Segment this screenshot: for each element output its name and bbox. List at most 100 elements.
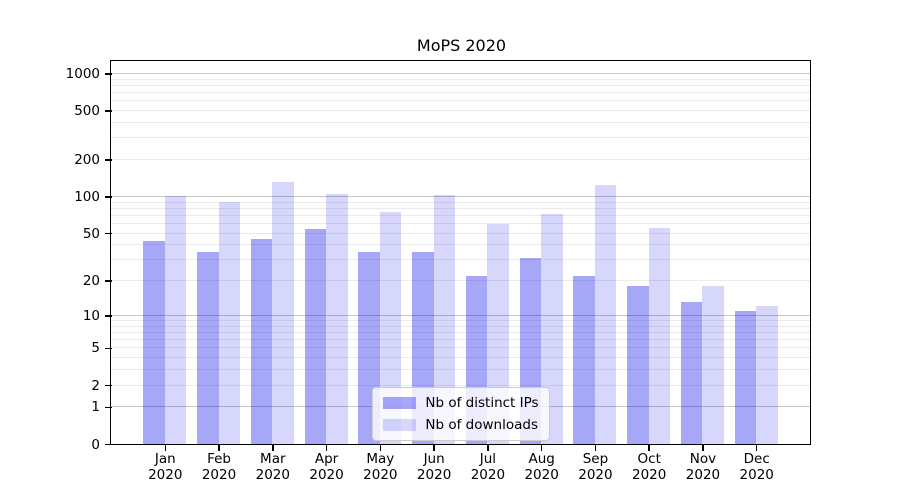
bar-distinct-ips [734, 310, 757, 444]
minor-gridline [111, 201, 810, 203]
y-tick-label: 1000 [65, 65, 100, 82]
minor-gridline [111, 259, 810, 261]
minor-gridline [111, 222, 810, 224]
bar-downloads [164, 196, 187, 444]
y-tick-label: 100 [74, 188, 100, 205]
x-tick-mark [325, 445, 328, 451]
bar-distinct-ips [250, 238, 273, 444]
x-tick-label: May 2020 [363, 451, 398, 483]
minor-gridline [111, 78, 810, 80]
bar-downloads [594, 185, 617, 444]
bar-distinct-ips [143, 241, 165, 444]
y-tick-label: 50 [82, 225, 100, 242]
bar-downloads [272, 182, 294, 444]
minor-gridline [111, 100, 810, 102]
y-tick-mark [104, 196, 112, 198]
x-tick-mark [540, 445, 543, 451]
bar-downloads [379, 211, 402, 444]
legend-label-distinct-ips: Nb of distinct IPs [425, 395, 539, 411]
bar-downloads [756, 306, 778, 444]
bar-distinct-ips [197, 251, 219, 444]
plot-area: Nb of distinct IPs Nb of downloads [110, 60, 811, 445]
x-tick-label: Sep 2020 [578, 451, 613, 483]
minor-gridline [111, 244, 810, 246]
bar-downloads [648, 228, 671, 444]
y-tick-label: 10 [82, 307, 100, 324]
minor-gridline [111, 339, 810, 341]
x-tick-label: Jan 2020 [148, 451, 183, 483]
major-gridline [111, 72, 810, 74]
legend-label-downloads: Nb of downloads [425, 417, 538, 433]
y-tick-mark [104, 347, 112, 350]
minor-gridline [111, 384, 810, 386]
y-tick-label: 0 [91, 436, 100, 453]
x-tick-mark [594, 445, 597, 451]
x-tick-mark [433, 445, 435, 451]
bar-distinct-ips [627, 286, 649, 444]
x-tick-mark [487, 445, 489, 451]
bar-downloads [218, 202, 241, 444]
y-tick-mark [104, 159, 112, 161]
minor-gridline [111, 121, 810, 123]
x-tick-label: Aug 2020 [524, 451, 559, 483]
y-tick-label: 5 [91, 340, 100, 357]
minor-gridline [111, 214, 810, 216]
legend-entry-distinct-ips: Nb of distinct IPs [382, 395, 539, 411]
bar-downloads [326, 193, 348, 444]
y-tick-mark [104, 406, 112, 409]
x-tick-mark [379, 445, 382, 451]
x-tick-label: Feb 2020 [201, 451, 237, 483]
x-tick-label: Jul 2020 [470, 451, 506, 483]
legend-entry-downloads: Nb of downloads [382, 417, 538, 433]
bar-downloads [433, 194, 456, 444]
y-tick-mark [104, 280, 112, 282]
chart-title: MoPS 2020 [416, 36, 507, 55]
bar-downloads [541, 213, 563, 444]
minor-gridline [111, 325, 810, 327]
minor-gridline [111, 347, 810, 349]
x-tick-mark [755, 445, 758, 451]
y-tick-mark [104, 232, 112, 235]
minor-gridline [111, 369, 810, 371]
x-tick-mark [702, 445, 704, 451]
minor-gridline [111, 357, 810, 359]
minor-gridline [111, 159, 810, 160]
y-tick-label: 20 [82, 273, 100, 290]
x-tick-label: Mar 2020 [255, 451, 290, 483]
y-tick-label: 2 [91, 377, 100, 394]
y-tick-label: 1 [91, 399, 100, 416]
minor-gridline [111, 91, 810, 93]
major-gridline [111, 195, 810, 197]
y-tick-mark [104, 315, 112, 317]
x-tick-mark [218, 445, 220, 451]
major-gridline [111, 314, 810, 316]
x-tick-label: Jun 2020 [416, 451, 452, 483]
bar-downloads [702, 286, 724, 444]
y-tick-mark [104, 384, 112, 387]
x-tick-label: Oct 2020 [632, 451, 667, 483]
x-tick-label: Apr 2020 [309, 451, 344, 483]
x-tick-mark [164, 445, 167, 451]
minor-gridline [111, 110, 810, 112]
y-tick-label: 200 [74, 152, 100, 168]
minor-gridline [111, 232, 810, 234]
minor-gridline [111, 207, 810, 209]
minor-gridline [111, 319, 810, 321]
legend: Nb of distinct IPs Nb of downloads [371, 387, 550, 441]
y-tick-mark [104, 73, 112, 75]
legend-swatch-distinct-ips [382, 397, 416, 409]
legend-swatch-downloads [382, 419, 416, 431]
y-tick-label: 500 [74, 103, 100, 120]
minor-gridline [111, 137, 810, 139]
bar-distinct-ips [573, 275, 595, 444]
x-tick-mark [648, 445, 650, 451]
minor-gridline [111, 280, 810, 282]
bar-distinct-ips [680, 302, 703, 444]
minor-gridline [111, 331, 810, 333]
y-tick-mark [104, 110, 112, 112]
x-tick-label: Nov 2020 [685, 451, 721, 483]
x-tick-label: Dec 2020 [739, 451, 774, 483]
x-tick-mark [272, 445, 274, 451]
bar-distinct-ips [304, 229, 327, 444]
